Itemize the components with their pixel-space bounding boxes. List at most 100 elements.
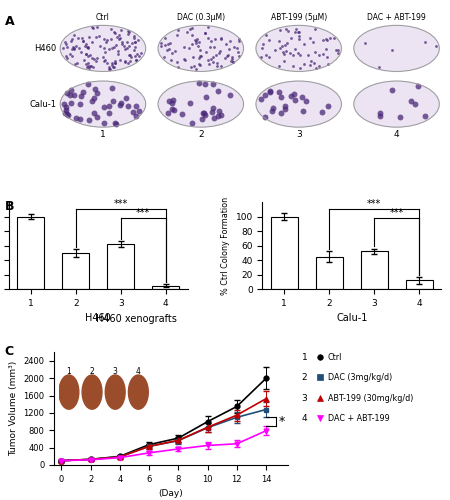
Point	[214, 112, 221, 120]
Point	[63, 43, 70, 51]
Point	[311, 25, 318, 33]
Point	[282, 106, 289, 114]
Point	[279, 42, 286, 50]
Text: ***: ***	[114, 199, 128, 209]
Y-axis label: Tumor Volume (mm³): Tumor Volume (mm³)	[9, 361, 18, 456]
Text: ***: ***	[136, 208, 150, 218]
Point	[67, 37, 74, 45]
Point	[68, 52, 76, 60]
Point	[284, 28, 291, 36]
Point	[110, 28, 117, 36]
Point	[204, 56, 212, 64]
Point	[201, 111, 208, 119]
Point	[157, 40, 164, 48]
Point	[76, 114, 83, 122]
Point	[320, 36, 327, 44]
Point	[324, 36, 331, 44]
Point	[207, 36, 215, 44]
Bar	[316, 256, 343, 289]
Point	[96, 32, 103, 40]
Point	[105, 62, 112, 70]
Text: ABT-199 (30mg/kg/d): ABT-199 (30mg/kg/d)	[328, 394, 413, 403]
Point	[170, 96, 177, 104]
Point	[213, 51, 220, 59]
Point	[415, 82, 422, 90]
Point	[280, 50, 287, 58]
Ellipse shape	[128, 375, 148, 409]
Point	[266, 52, 273, 60]
Point	[225, 51, 232, 59]
Point	[289, 62, 297, 70]
Point	[107, 65, 114, 73]
Point	[235, 36, 243, 44]
Point	[122, 58, 129, 66]
Point	[278, 109, 285, 117]
Point	[130, 46, 138, 54]
Point	[312, 64, 319, 72]
Point	[422, 38, 429, 46]
Text: DAC (0.3μM): DAC (0.3μM)	[177, 14, 225, 22]
Point	[296, 28, 303, 36]
Point	[117, 100, 124, 108]
Point	[73, 58, 81, 66]
Point	[112, 42, 119, 50]
Point	[206, 42, 213, 50]
Point	[68, 99, 75, 107]
Point	[118, 40, 126, 48]
Point	[279, 48, 287, 56]
Point	[375, 64, 382, 72]
Point	[187, 64, 194, 72]
Point	[126, 50, 133, 58]
Point	[109, 84, 116, 92]
Point	[188, 24, 195, 32]
Point	[186, 99, 193, 107]
Point	[94, 113, 101, 121]
Point	[280, 58, 288, 66]
Point	[278, 94, 285, 102]
Point	[182, 56, 189, 64]
Text: 1: 1	[67, 367, 71, 376]
Point	[129, 108, 136, 116]
Ellipse shape	[105, 375, 125, 409]
Point	[71, 91, 78, 99]
Point	[167, 56, 175, 64]
Point	[93, 57, 100, 65]
Point	[67, 50, 74, 58]
Point	[131, 38, 138, 46]
Point	[320, 50, 327, 58]
Point	[157, 42, 164, 50]
Point	[164, 40, 171, 48]
Point	[196, 60, 203, 68]
Point	[122, 44, 129, 52]
Point	[91, 109, 98, 117]
Point	[307, 34, 314, 42]
Point	[91, 94, 98, 102]
Point	[115, 50, 122, 58]
Point	[116, 31, 123, 39]
Point	[165, 45, 172, 53]
Point	[88, 23, 95, 31]
Point	[234, 48, 241, 56]
Point	[230, 58, 237, 66]
Point	[110, 43, 117, 51]
Point	[63, 54, 70, 62]
Point	[294, 48, 301, 56]
Point	[80, 37, 87, 45]
Point	[62, 109, 69, 117]
Point	[195, 38, 203, 46]
Point	[183, 28, 190, 36]
Point	[198, 114, 206, 122]
Text: 3: 3	[302, 394, 307, 403]
Point	[112, 28, 119, 36]
Point	[205, 24, 212, 32]
Point	[66, 91, 73, 99]
Point	[408, 97, 415, 105]
Point	[281, 42, 288, 50]
Ellipse shape	[158, 81, 243, 127]
Point	[71, 45, 78, 53]
Point	[78, 92, 85, 100]
Point	[108, 35, 115, 43]
Point	[362, 38, 369, 46]
Point	[323, 45, 330, 53]
Point	[106, 44, 113, 52]
